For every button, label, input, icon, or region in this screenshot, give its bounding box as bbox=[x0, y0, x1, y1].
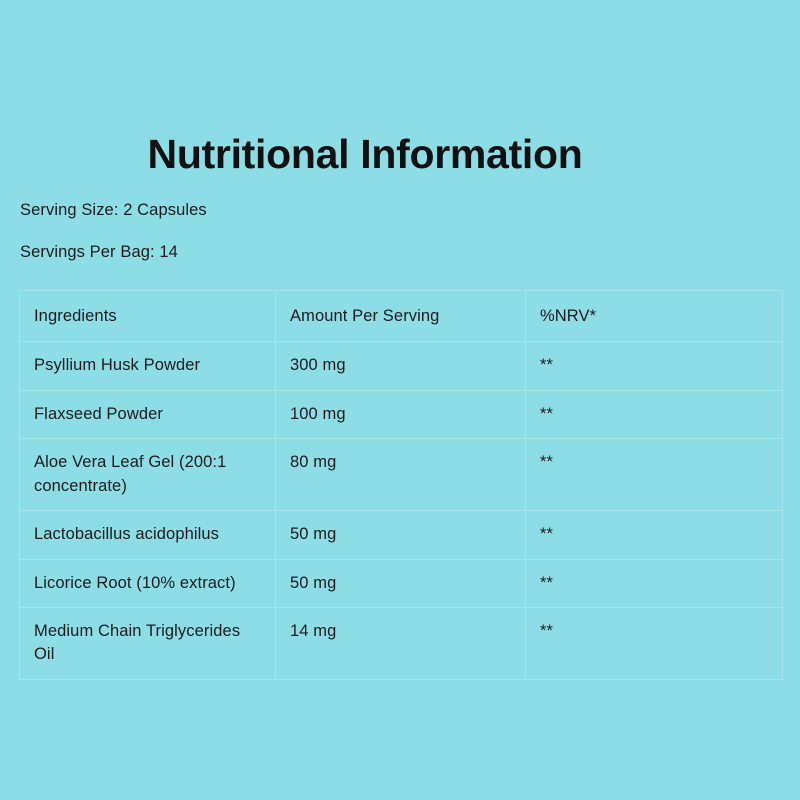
table-row: Flaxseed Powder 100 mg ** bbox=[19, 389, 783, 440]
cell-ingredient: Aloe Vera Leaf Gel (200:1 concentrate) bbox=[19, 438, 276, 512]
cell-ingredient: Licorice Root (10% extract) bbox=[19, 558, 276, 608]
serving-size-text: Serving Size: 2 Capsules bbox=[20, 201, 207, 219]
column-header-nrv: %NRV* bbox=[525, 289, 783, 343]
page-title: Nutritional Information bbox=[147, 131, 583, 177]
cell-nrv: ** bbox=[525, 389, 783, 440]
cell-ingredient: Flaxseed Powder bbox=[19, 389, 276, 440]
cell-amount: 50 mg bbox=[275, 510, 526, 560]
table-row: Lactobacillus acidophilus 50 mg ** bbox=[19, 510, 783, 560]
cell-nrv: ** bbox=[525, 341, 783, 391]
servings-per-bag-text: Servings Per Bag: 14 bbox=[20, 243, 178, 261]
cell-nrv: ** bbox=[525, 438, 783, 512]
cell-ingredient: Psyllium Husk Powder bbox=[19, 341, 276, 391]
column-header-amount-per-serving: Amount Per Serving bbox=[275, 289, 526, 343]
cell-amount: 100 mg bbox=[275, 389, 526, 440]
cell-ingredient: Medium Chain Triglycerides Oil bbox=[19, 606, 276, 680]
table-row: Medium Chain Triglycerides Oil 14 mg ** bbox=[19, 606, 783, 680]
cell-amount: 80 mg bbox=[275, 438, 526, 512]
cell-nrv: ** bbox=[525, 606, 783, 680]
table-row: Psyllium Husk Powder 300 mg ** bbox=[19, 341, 783, 391]
cell-amount: 50 mg bbox=[275, 558, 526, 608]
table-row: Licorice Root (10% extract) 50 mg ** bbox=[19, 558, 783, 608]
cell-nrv: ** bbox=[525, 510, 783, 560]
column-header-ingredients: Ingredients bbox=[19, 289, 276, 343]
table-row: Aloe Vera Leaf Gel (200:1 concentrate) 8… bbox=[19, 438, 783, 512]
cell-amount: 14 mg bbox=[275, 606, 526, 680]
cell-nrv: ** bbox=[525, 558, 783, 608]
nutrition-table: Ingredients Amount Per Serving %NRV* Psy… bbox=[19, 289, 783, 680]
cell-ingredient: Lactobacillus acidophilus bbox=[19, 510, 276, 560]
table-header-row: Ingredients Amount Per Serving %NRV* bbox=[19, 289, 783, 343]
cell-amount: 300 mg bbox=[275, 341, 526, 391]
